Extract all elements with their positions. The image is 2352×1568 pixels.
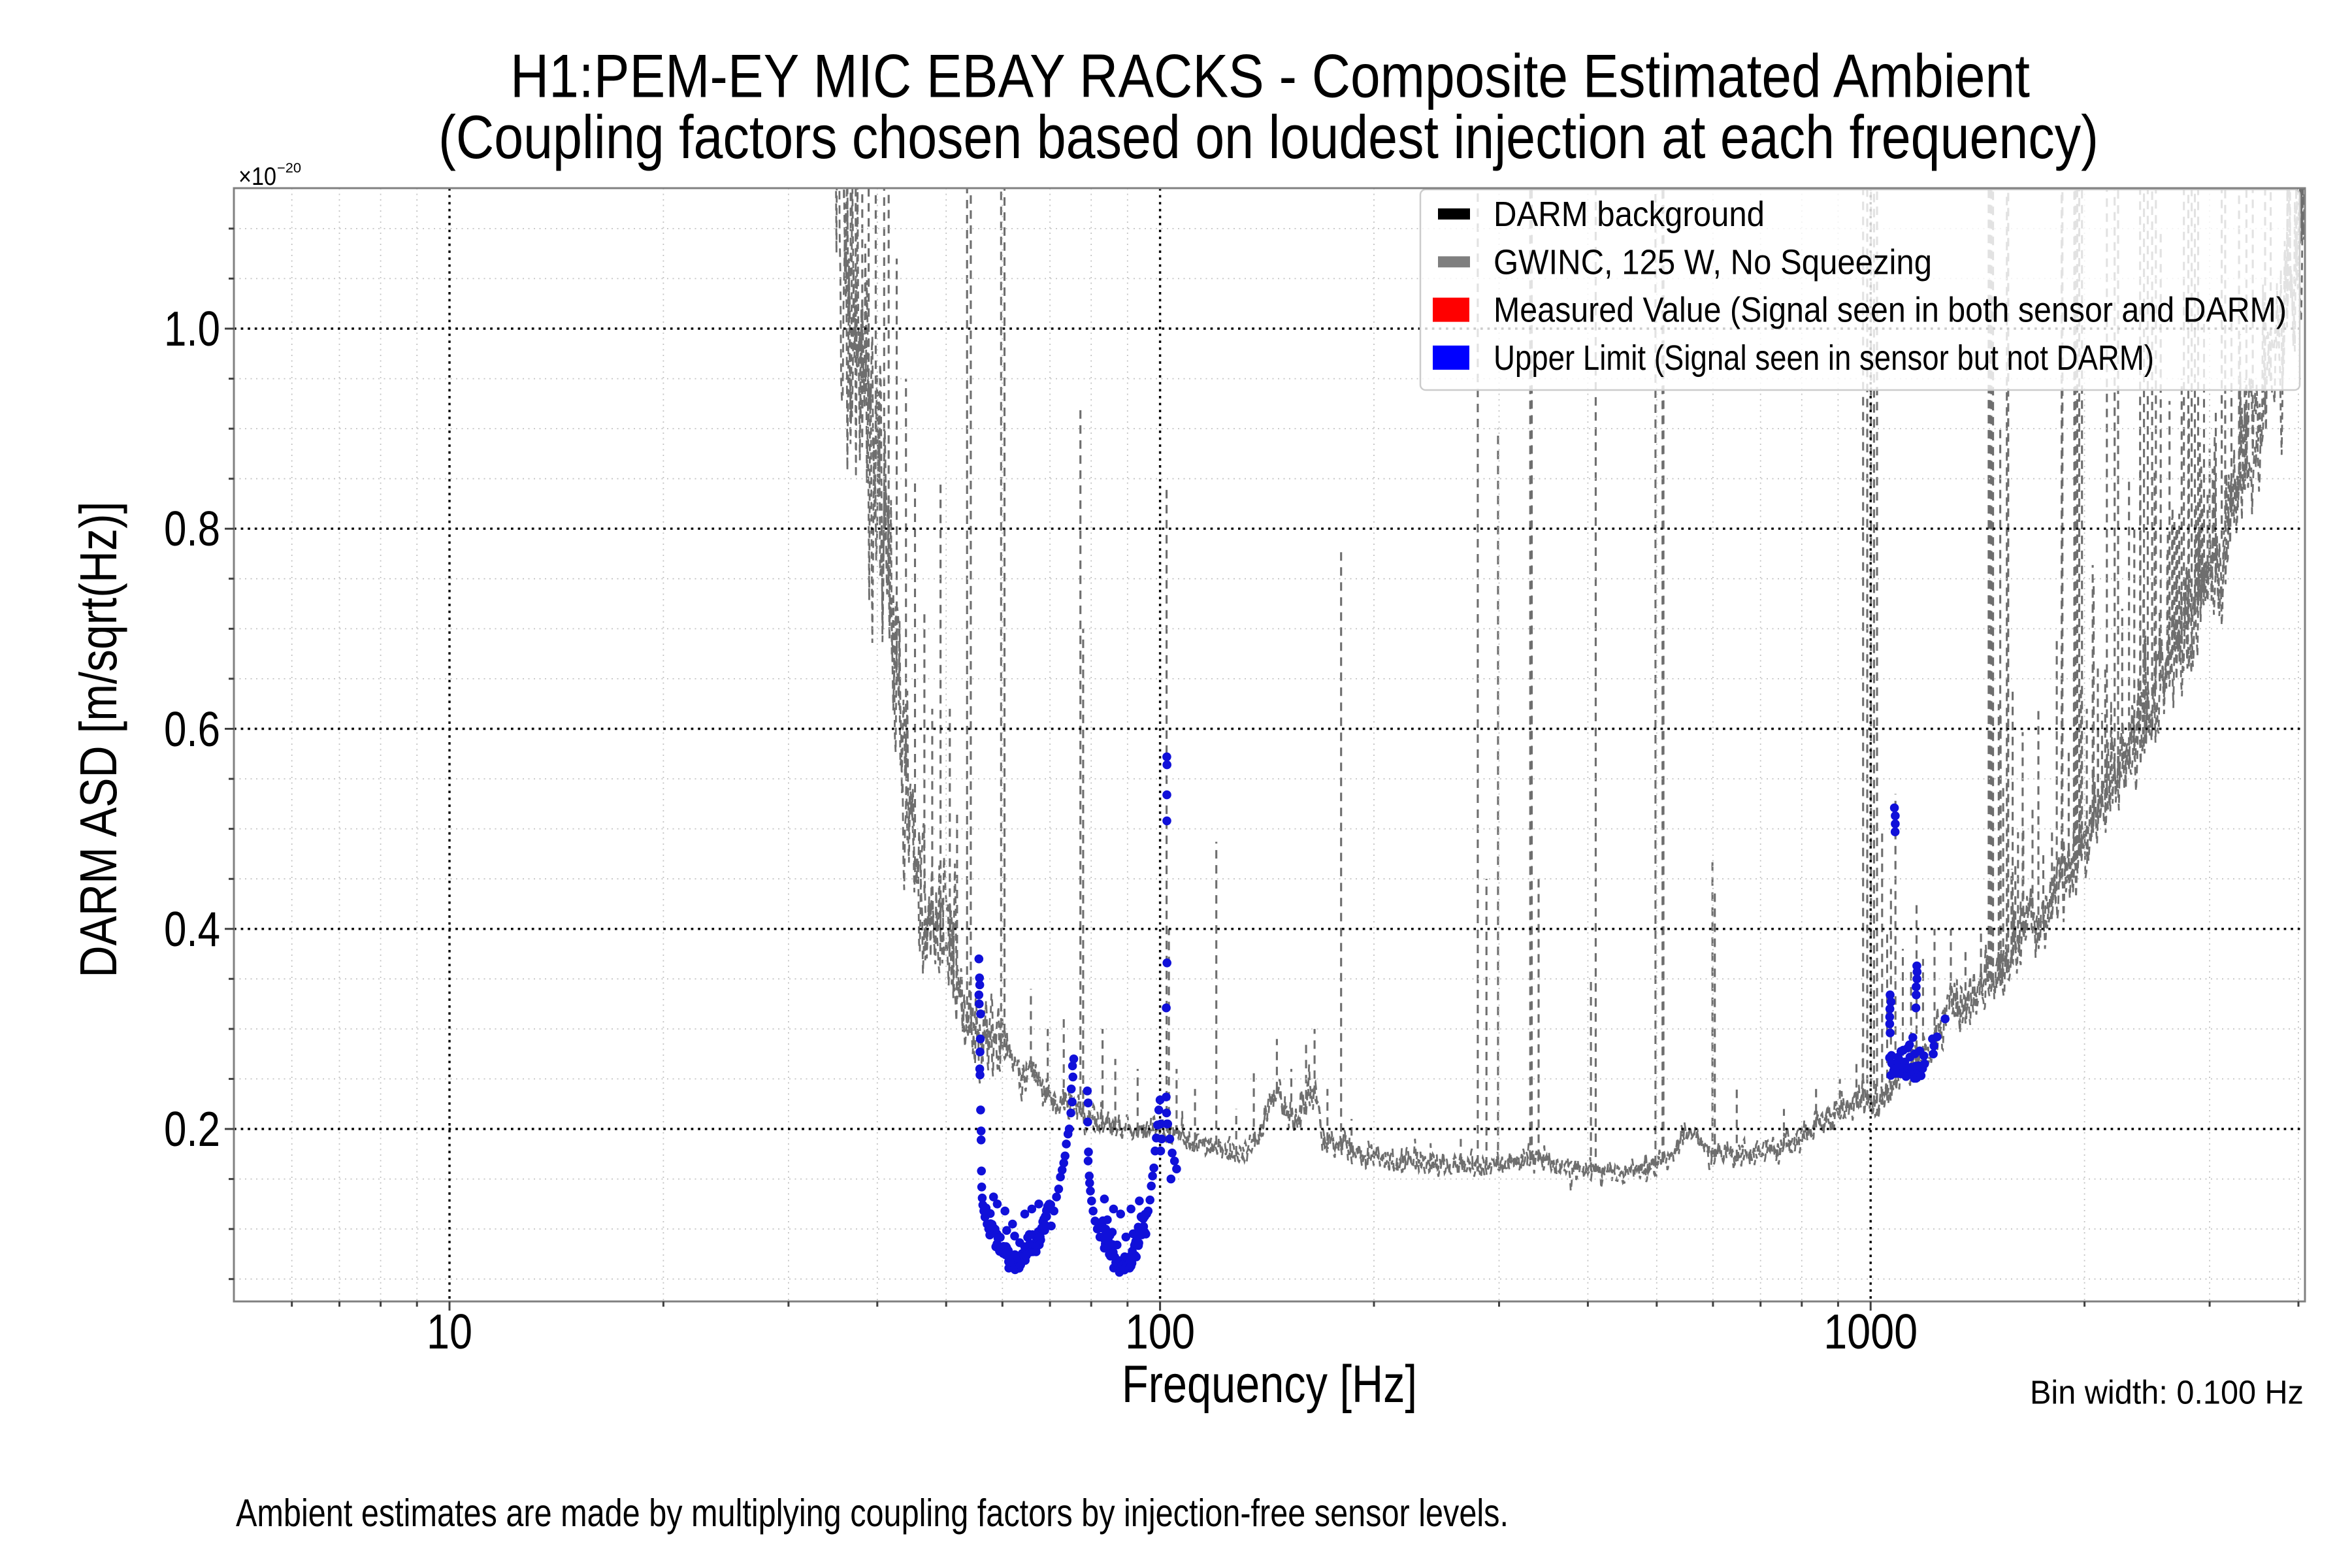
svg-text:10: 10: [427, 1304, 472, 1359]
svg-text:×10: ×10: [238, 163, 276, 191]
svg-text:0.4: 0.4: [164, 902, 220, 956]
svg-text:−20: −20: [277, 161, 301, 176]
svg-text:Frequency [Hz]: Frequency [Hz]: [1122, 1355, 1417, 1414]
svg-text:(Coupling factors chosen based: (Coupling factors chosen based on loudes…: [438, 103, 2099, 171]
svg-text:0.2: 0.2: [164, 1102, 220, 1156]
svg-text:DARM ASD [m/sqrt(Hz)]: DARM ASD [m/sqrt(Hz)]: [69, 502, 127, 978]
svg-text:0.8: 0.8: [164, 501, 220, 556]
svg-text:Ambient estimates are made by: Ambient estimates are made by multiplyin…: [236, 1491, 1509, 1535]
svg-text:Measured Value (Signal seen in: Measured Value (Signal seen in both sens…: [1494, 291, 2287, 330]
svg-text:Bin width: 0.100 Hz: Bin width: 0.100 Hz: [2030, 1374, 2304, 1411]
svg-text:1.0: 1.0: [164, 301, 220, 356]
svg-text:GWINC, 125 W, No Squeezing: GWINC, 125 W, No Squeezing: [1494, 243, 1932, 282]
svg-text:H1:PEM-EY MIC EBAY RACKS - Com: H1:PEM-EY MIC EBAY RACKS - Composite Est…: [510, 42, 2030, 110]
svg-text:0.6: 0.6: [164, 702, 220, 757]
svg-text:Upper Limit (Signal seen in se: Upper Limit (Signal seen in sensor but n…: [1494, 339, 2154, 378]
svg-text:DARM background: DARM background: [1494, 195, 1765, 234]
svg-text:1000: 1000: [1823, 1304, 1918, 1359]
svg-text:100: 100: [1125, 1304, 1195, 1359]
